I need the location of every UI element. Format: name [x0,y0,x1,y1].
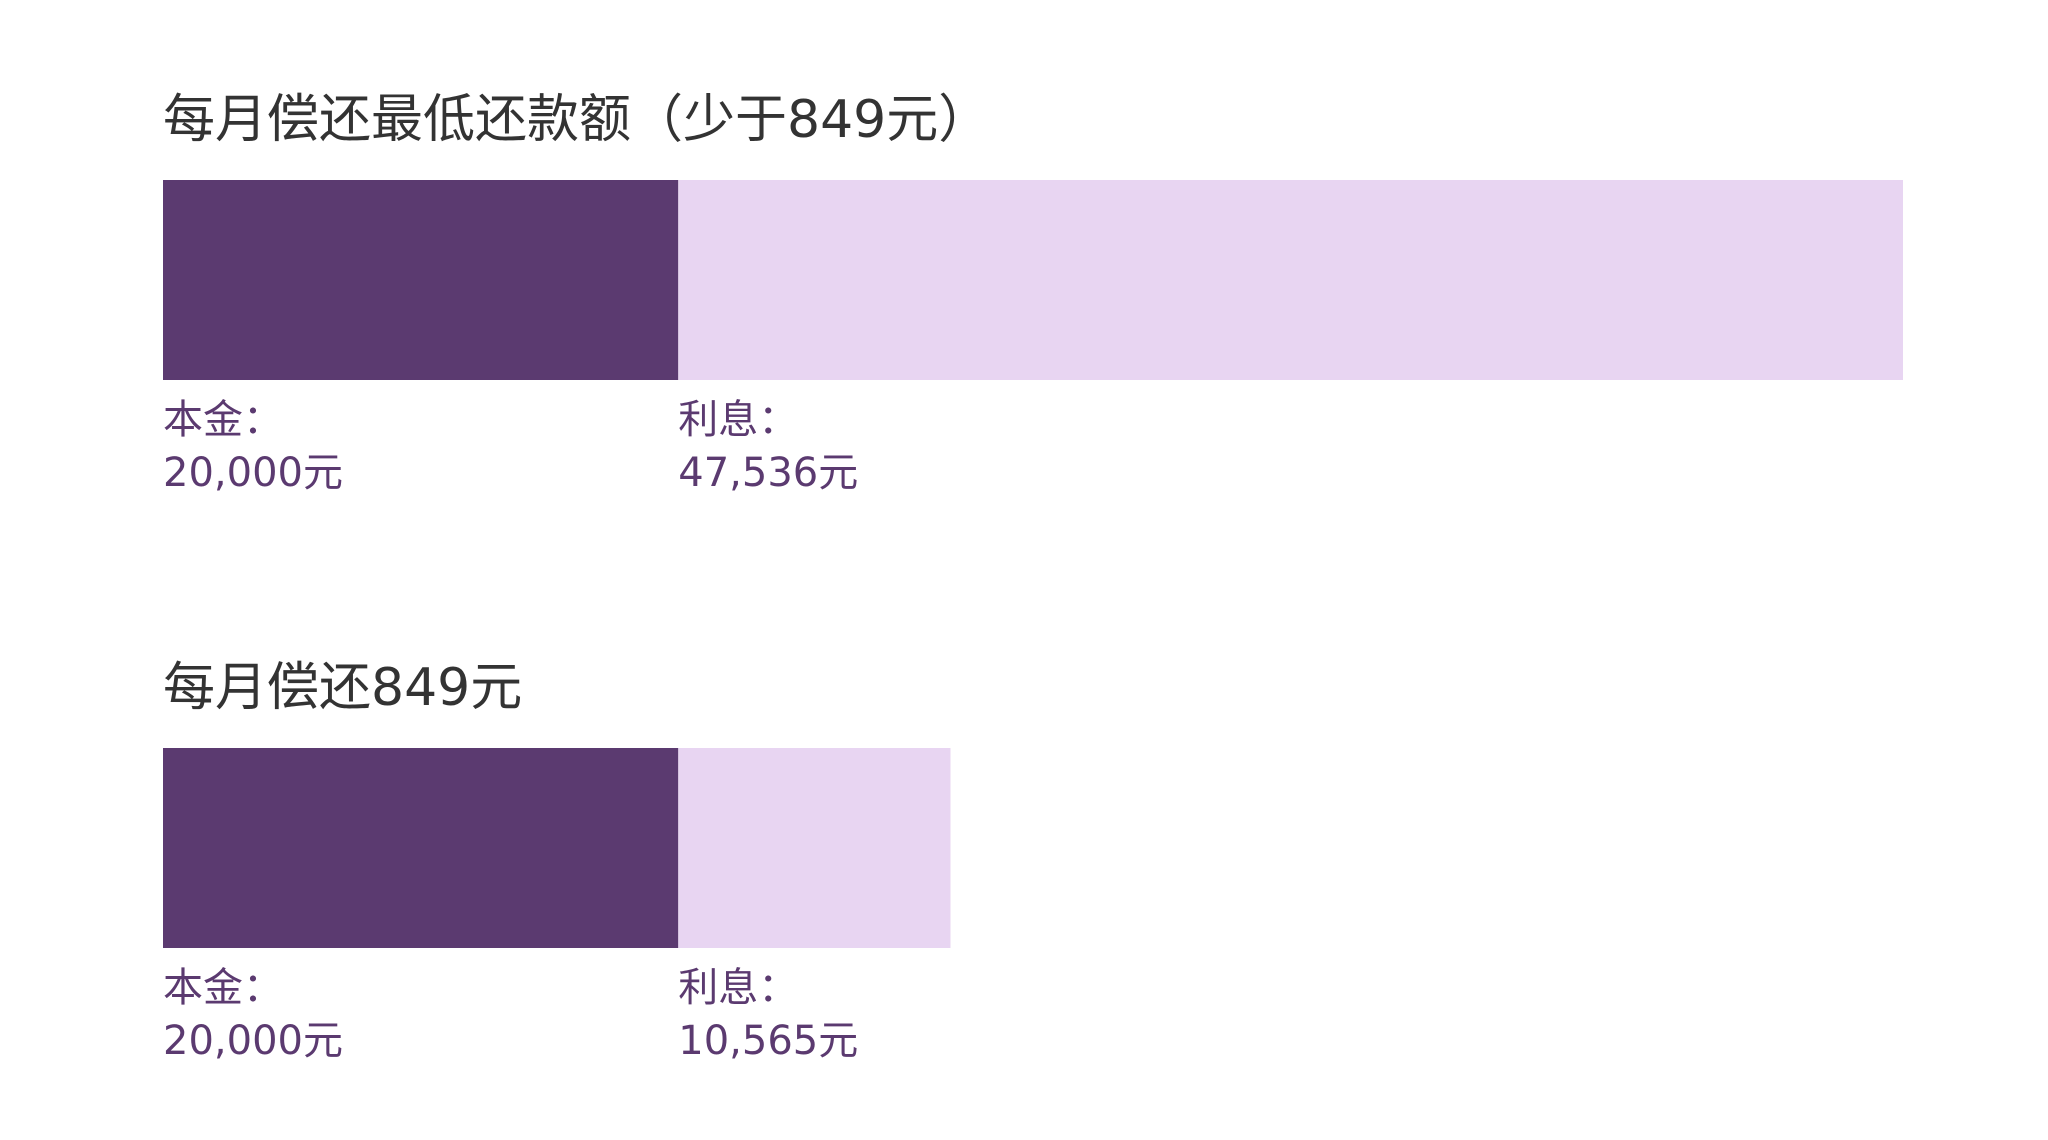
principal-label-text: 本金： [163,965,283,1011]
interest-segment [678,748,951,948]
principal-value: 20,000元 [163,450,343,496]
stacked-bar [163,748,951,948]
chart-title: 每月偿还最低还款额（少于849元） [163,90,991,150]
segment-labels: 本金： 20,000元 利息： 47,536元 [163,394,1903,514]
chart-fixed-payment: 每月偿还849元 本金： 20,000元 利息： 10,565元 [163,648,1903,1082]
interest-label: 利息： 47,536元 [678,394,858,500]
interest-label: 利息： 10,565元 [678,962,858,1068]
chart-title: 每月偿还849元 [163,658,523,718]
segment-labels: 本金： 20,000元 利息： 10,565元 [163,962,1903,1082]
interest-value: 47,536元 [678,450,859,496]
stacked-bar [163,180,1903,380]
interest-value: 10,565元 [678,1018,859,1064]
principal-label-text: 本金： [163,397,283,443]
principal-segment [163,748,679,948]
chart-minimum-payment: 每月偿还最低还款额（少于849元） 本金： 20,000元 利息： 47,536… [163,80,1903,514]
interest-label-text: 利息： [678,965,799,1011]
principal-segment [163,180,679,380]
principal-label: 本金： 20,000元 [163,394,343,500]
interest-segment [678,180,1903,380]
interest-label-text: 利息： [678,397,799,443]
principal-label: 本金： 20,000元 [163,962,343,1068]
principal-value: 20,000元 [163,1018,343,1064]
